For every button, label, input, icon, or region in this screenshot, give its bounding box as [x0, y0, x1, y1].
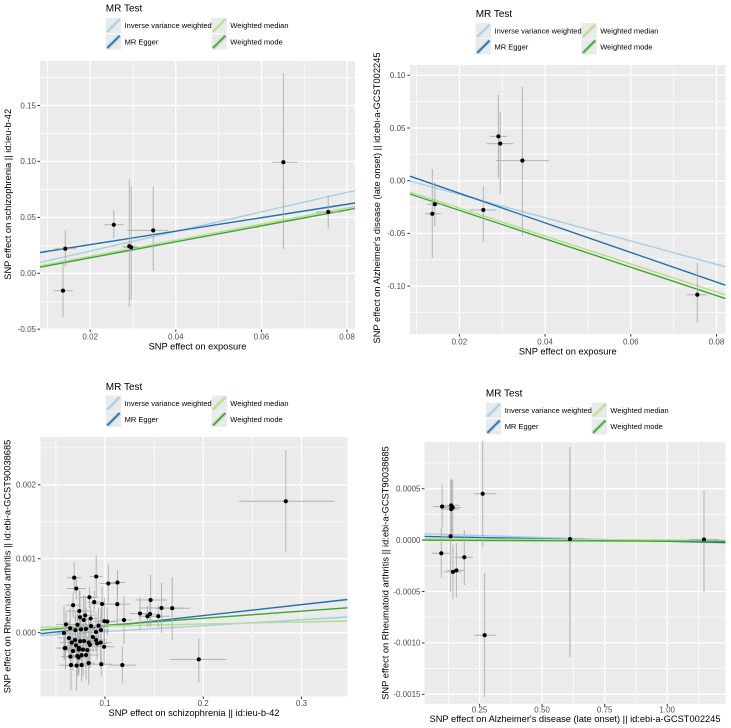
svg-text:-0.0005: -0.0005 — [393, 587, 421, 596]
svg-text:MR Test: MR Test — [106, 4, 143, 15]
svg-text:SNP effect on Alzheimer's dise: SNP effect on Alzheimer's disease (late … — [430, 714, 721, 724]
svg-text:MR Egger: MR Egger — [125, 415, 159, 424]
svg-text:0.1: 0.1 — [99, 699, 111, 708]
svg-text:SNP effect on Alzheimer's dise: SNP effect on Alzheimer's disease (late … — [372, 53, 382, 344]
svg-text:MR Test: MR Test — [106, 382, 143, 393]
svg-text:SNP effect on schizophrenia ||: SNP effect on schizophrenia || id:ieu-b-… — [3, 109, 13, 280]
svg-text:0.04: 0.04 — [537, 337, 553, 346]
svg-text:0.001: 0.001 — [16, 555, 37, 564]
svg-text:1.00: 1.00 — [659, 705, 675, 714]
svg-text:SNP effect on exposure: SNP effect on exposure — [519, 346, 617, 356]
svg-text:MR Test: MR Test — [486, 389, 523, 400]
svg-text:SNP effect on Rheumatoid arthr: SNP effect on Rheumatoid arthritis || id… — [3, 440, 13, 694]
svg-text:Weighted mode: Weighted mode — [610, 422, 662, 431]
svg-text:Weighted mode: Weighted mode — [600, 42, 652, 51]
svg-text:0.50: 0.50 — [534, 705, 550, 714]
svg-text:0.15: 0.15 — [20, 101, 36, 110]
svg-text:0.00: 0.00 — [390, 177, 406, 186]
svg-text:Weighted median: Weighted median — [600, 26, 658, 35]
svg-text:0.02: 0.02 — [82, 332, 98, 341]
svg-text:Inverse variance weighted: Inverse variance weighted — [495, 26, 582, 35]
svg-text:0.08: 0.08 — [709, 337, 725, 346]
svg-text:0.06: 0.06 — [623, 337, 639, 346]
svg-text:Inverse variance weighted: Inverse variance weighted — [125, 399, 212, 408]
svg-text:0.04: 0.04 — [168, 332, 184, 341]
svg-text:Weighted mode: Weighted mode — [230, 415, 282, 424]
svg-text:Weighted median: Weighted median — [610, 406, 668, 415]
svg-text:0.000: 0.000 — [16, 628, 37, 637]
svg-text:0.2: 0.2 — [198, 699, 210, 708]
svg-text:-0.05: -0.05 — [387, 229, 406, 238]
svg-text:MR Egger: MR Egger — [505, 422, 539, 431]
svg-text:0.10: 0.10 — [20, 157, 36, 166]
svg-text:Weighted mode: Weighted mode — [230, 38, 282, 47]
svg-text:MR Egger: MR Egger — [125, 38, 159, 47]
svg-text:-0.10: -0.10 — [387, 282, 406, 291]
svg-text:0.05: 0.05 — [390, 124, 406, 133]
svg-text:0.02: 0.02 — [452, 337, 468, 346]
svg-text:0.08: 0.08 — [339, 332, 355, 341]
svg-text:0.00: 0.00 — [20, 269, 36, 278]
svg-text:0.75: 0.75 — [597, 705, 613, 714]
svg-text:SNP effect on exposure: SNP effect on exposure — [149, 342, 247, 352]
svg-text:SNP effect on Rheumatoid arthr: SNP effect on Rheumatoid arthritis || id… — [381, 446, 391, 700]
svg-text:0.05: 0.05 — [20, 213, 36, 222]
svg-text:Inverse variance weighted: Inverse variance weighted — [125, 21, 212, 30]
svg-text:0.0000: 0.0000 — [396, 536, 421, 545]
svg-text:-0.0015: -0.0015 — [393, 690, 421, 699]
svg-text:SNP effect on schizophrenia ||: SNP effect on schizophrenia || id:ieu-b-… — [109, 708, 280, 718]
svg-text:0.06: 0.06 — [254, 332, 270, 341]
svg-text:Weighted median: Weighted median — [230, 399, 288, 408]
svg-text:Inverse variance weighted: Inverse variance weighted — [505, 406, 592, 415]
svg-text:-0.05: -0.05 — [18, 325, 37, 334]
svg-text:MR Test: MR Test — [476, 9, 513, 20]
svg-text:0.10: 0.10 — [390, 71, 406, 80]
svg-text:0.002: 0.002 — [16, 481, 37, 490]
svg-text:-0.0010: -0.0010 — [393, 639, 421, 648]
svg-text:0.0005: 0.0005 — [396, 485, 421, 494]
svg-text:Weighted median: Weighted median — [230, 21, 288, 30]
svg-text:0.25: 0.25 — [472, 705, 488, 714]
svg-text:MR Egger: MR Egger — [495, 42, 529, 51]
svg-text:0.3: 0.3 — [296, 699, 308, 708]
